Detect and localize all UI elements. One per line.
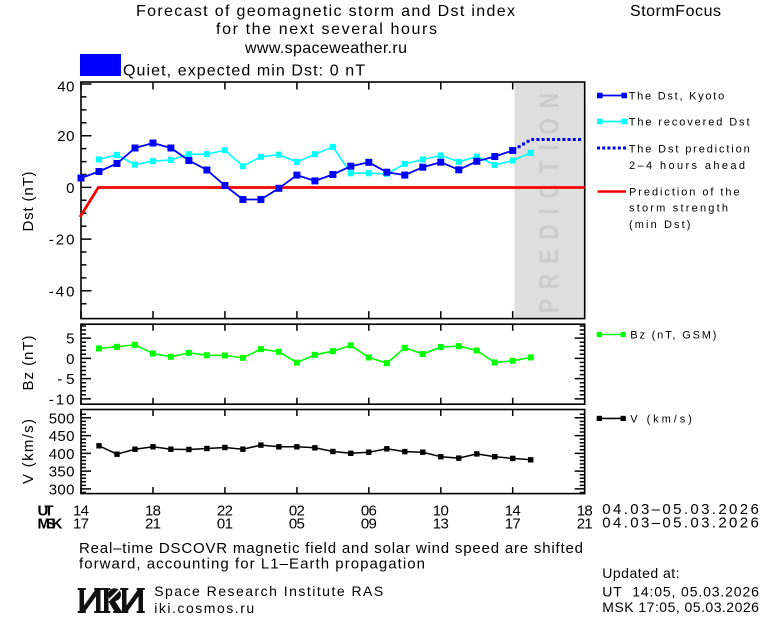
svg-text:06: 06 — [361, 502, 377, 519]
svg-text:Dst (nT): Dst (nT) — [20, 172, 37, 232]
svg-text:Space Research Institute RAS: Space Research Institute RAS — [154, 583, 383, 599]
svg-text:2–4 hours ahead: 2–4 hours ahead — [629, 160, 745, 172]
svg-text:-20: -20 — [49, 232, 75, 249]
svg-text:Bz (nT, GSM): Bz (nT, GSM) — [630, 330, 716, 342]
svg-text:Prediction of the: Prediction of the — [629, 187, 740, 199]
svg-text:02: 02 — [289, 502, 305, 519]
svg-text:05: 05 — [289, 516, 305, 533]
svg-text:The Dst, Kyoto: The Dst, Kyoto — [629, 91, 725, 103]
svg-text:iki.cosmos.ru: iki.cosmos.ru — [154, 600, 254, 616]
svg-text:0: 0 — [66, 351, 74, 368]
svg-text:500: 500 — [49, 410, 75, 427]
svg-text:17: 17 — [505, 516, 521, 533]
svg-text:04.03–05.03.2026: 04.03–05.03.2026 — [602, 515, 759, 532]
svg-text:13: 13 — [433, 516, 449, 533]
svg-text:Real–time DSCOVR magnetic fiel: Real–time DSCOVR magnetic field and sola… — [79, 540, 583, 557]
svg-text:Quiet, expected min Dst: 0 nT: Quiet, expected min Dst: 0 nT — [123, 63, 365, 80]
svg-text:-10: -10 — [49, 391, 75, 408]
svg-text:40: 40 — [57, 79, 74, 96]
svg-text:09: 09 — [361, 516, 377, 533]
svg-text:04.03–05.03.2026: 04.03–05.03.2026 — [602, 501, 759, 518]
svg-text:21: 21 — [145, 516, 161, 533]
svg-text:18: 18 — [577, 502, 593, 519]
svg-text:350: 350 — [49, 464, 75, 481]
svg-text:300: 300 — [49, 481, 75, 498]
svg-text:The Dst prediction: The Dst prediction — [629, 143, 750, 155]
svg-text:MSK: MSK — [38, 516, 63, 533]
svg-text:The recovered Dst: The recovered Dst — [629, 117, 750, 129]
svg-text:01: 01 — [217, 516, 233, 533]
svg-text:5: 5 — [66, 331, 74, 348]
svg-text:UT 14:05, 05.03.2026: UT 14:05, 05.03.2026 — [602, 584, 759, 600]
svg-text:www.spaceweather.ru: www.spaceweather.ru — [244, 40, 407, 57]
svg-text:V (km/s): V (km/s) — [630, 414, 692, 426]
svg-text:400: 400 — [49, 446, 75, 463]
svg-text:V (km/s): V (km/s) — [20, 419, 37, 484]
svg-text:Bz (nT): Bz (nT) — [20, 336, 37, 391]
svg-text:14: 14 — [73, 502, 89, 519]
svg-text:0: 0 — [66, 180, 74, 197]
svg-text:Updated at:: Updated at: — [602, 565, 679, 581]
svg-text:UT: UT — [38, 502, 54, 519]
svg-text:MSK 17:05, 05.03.2026: MSK 17:05, 05.03.2026 — [602, 599, 759, 615]
svg-text:21: 21 — [577, 516, 593, 533]
svg-text:18: 18 — [145, 502, 161, 519]
svg-text:for the next several hours: for the next several hours — [216, 21, 437, 38]
svg-text:450: 450 — [49, 428, 75, 445]
svg-text:forward, accounting for L1–Ear: forward, accounting for L1–Earth propaga… — [79, 556, 425, 573]
svg-text:-40: -40 — [49, 283, 75, 300]
svg-text:-5: -5 — [57, 371, 74, 388]
svg-text:22: 22 — [217, 502, 233, 519]
svg-text:14: 14 — [505, 502, 521, 519]
svg-text:(min Dst): (min Dst) — [629, 219, 690, 231]
svg-text:Forecast of geomagnetic storm: Forecast of geomagnetic storm and Dst in… — [136, 3, 515, 20]
svg-text:10: 10 — [433, 502, 449, 519]
svg-text:StormFocus: StormFocus — [630, 3, 721, 20]
svg-text:20: 20 — [57, 128, 74, 145]
svg-text:17: 17 — [73, 516, 89, 533]
